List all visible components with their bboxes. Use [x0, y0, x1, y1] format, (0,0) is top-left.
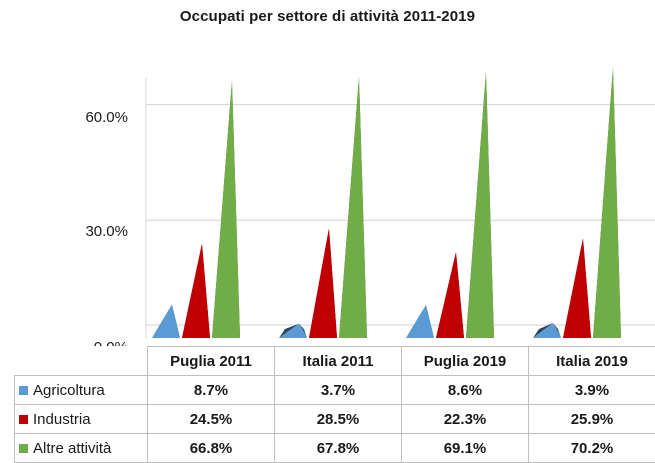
bar: [563, 238, 591, 338]
category-label: Puglia 2011: [148, 347, 275, 376]
bar: [466, 71, 494, 338]
table-row: Agricoltura 8.7%3.7%8.6%3.9%: [15, 376, 655, 405]
table-corner: [15, 347, 148, 376]
category-label: Italia 2019: [529, 347, 655, 376]
plot-area: 0.0% 30.0% 60.0%: [0, 0, 655, 346]
y-tick-label: 0.0%: [94, 339, 128, 346]
legend-entry: Agricoltura: [15, 376, 148, 405]
data-label: 8.6%: [402, 376, 529, 405]
series-name: Agricoltura: [33, 382, 105, 399]
bar: [436, 252, 464, 338]
bar-front-face: [593, 67, 621, 338]
series-name: Industria: [33, 411, 91, 428]
series-name: Altre attività: [33, 440, 111, 457]
bar-front-face: [309, 228, 337, 338]
bar: [212, 80, 240, 338]
data-label: 67.8%: [275, 434, 402, 463]
bar-front-face: [339, 76, 367, 338]
data-label: 69.1%: [402, 434, 529, 463]
legend-entry: Altre attività: [15, 434, 148, 463]
bar-front-face: [152, 304, 180, 338]
legend-entry: Industria: [15, 405, 148, 434]
bar: [339, 76, 367, 338]
y-tick-label: 60.0%: [85, 109, 128, 126]
bars: [152, 67, 621, 338]
bar: [152, 304, 180, 338]
data-label: 66.8%: [148, 434, 275, 463]
data-label: 22.3%: [402, 405, 529, 434]
bar: [593, 67, 621, 338]
bar: [182, 244, 210, 339]
bar-front-face: [406, 305, 434, 338]
data-label: 3.7%: [275, 376, 402, 405]
data-label: 25.9%: [529, 405, 655, 434]
data-label: 70.2%: [529, 434, 655, 463]
data-label: 24.5%: [148, 405, 275, 434]
bar: [279, 324, 307, 338]
bar-front-face: [212, 80, 240, 338]
category-label: Italia 2011: [275, 347, 402, 376]
bar: [406, 305, 434, 338]
bar-front-face: [436, 252, 464, 338]
legend-swatch: [19, 386, 28, 395]
bar-front-face: [182, 244, 210, 339]
table-row: Industria 24.5%28.5%22.3%25.9%: [15, 405, 655, 434]
data-label: 3.9%: [529, 376, 655, 405]
table-row: Altre attività 66.8%67.8%69.1%70.2%: [15, 434, 655, 463]
y-tick-label: 30.0%: [85, 223, 128, 240]
legend-swatch: [19, 415, 28, 424]
bar: [309, 228, 337, 338]
data-label: 8.7%: [148, 376, 275, 405]
category-label: Puglia 2019: [402, 347, 529, 376]
data-label: 28.5%: [275, 405, 402, 434]
legend-swatch: [19, 444, 28, 453]
bar-front-face: [466, 71, 494, 338]
bar-front-face: [563, 238, 591, 338]
y-axis-ticks: 0.0% 30.0% 60.0%: [85, 109, 128, 346]
bar-front-face: [279, 324, 307, 338]
